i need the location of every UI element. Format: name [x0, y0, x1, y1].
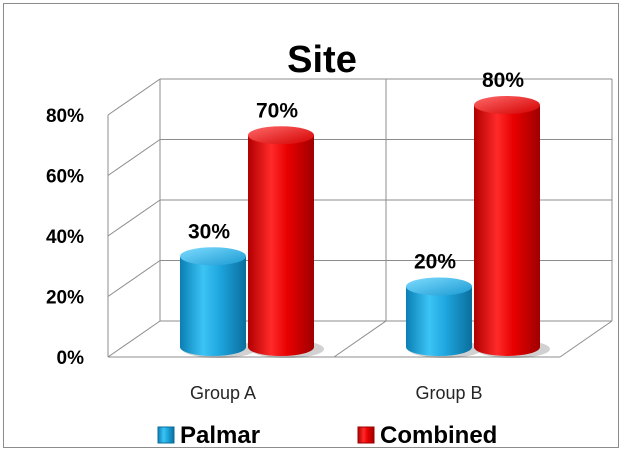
grid-line-side [107, 260, 161, 297]
chart-bars [180, 96, 550, 358]
chart-title: Site [287, 39, 357, 81]
y-tick-label: 80% [46, 106, 84, 127]
bar-body [406, 286, 472, 356]
data-label: 20% [414, 251, 456, 274]
chart-labels: 30% 70% Group A 20% 80% Group B [188, 69, 524, 403]
grid-line-side [107, 139, 161, 176]
bar-body [474, 105, 540, 356]
bar-top [474, 96, 540, 114]
bar-combined-group-a [248, 126, 324, 358]
bar-body [248, 135, 314, 356]
y-tick-label: 20% [46, 288, 84, 309]
bar-top [180, 247, 246, 266]
legend-label: Palmar [180, 422, 260, 449]
legend-swatch [357, 426, 375, 444]
legend-item-combined: Combined [357, 422, 497, 449]
legend-swatch [157, 426, 175, 444]
bar-top [406, 277, 472, 296]
data-label: 80% [482, 69, 524, 92]
chart-legend: Palmar Combined [157, 422, 497, 449]
bar-palmar-group-b [406, 277, 482, 358]
data-label: 70% [256, 99, 298, 122]
bar-top [248, 126, 314, 145]
data-label: 30% [188, 220, 230, 243]
y-tick-label: 60% [46, 167, 84, 188]
grid-line-side [107, 320, 161, 358]
x-category-label: Group A [190, 383, 256, 403]
chart-frame [3, 3, 619, 448]
y-tick-label: 0% [57, 348, 85, 369]
grid-line-side [107, 199, 161, 237]
legend-item-palmar: Palmar [157, 422, 260, 449]
floor-right-edge [559, 320, 613, 358]
bar-palmar-group-a [180, 247, 256, 358]
legend-label: Combined [380, 422, 497, 449]
bar-combined-group-b [474, 96, 550, 358]
y-tick-label: 40% [46, 227, 84, 248]
x-category-label: Group B [415, 383, 482, 403]
grid-line-side [107, 78, 161, 116]
floor-divider [333, 320, 387, 358]
bar-body [180, 256, 246, 356]
